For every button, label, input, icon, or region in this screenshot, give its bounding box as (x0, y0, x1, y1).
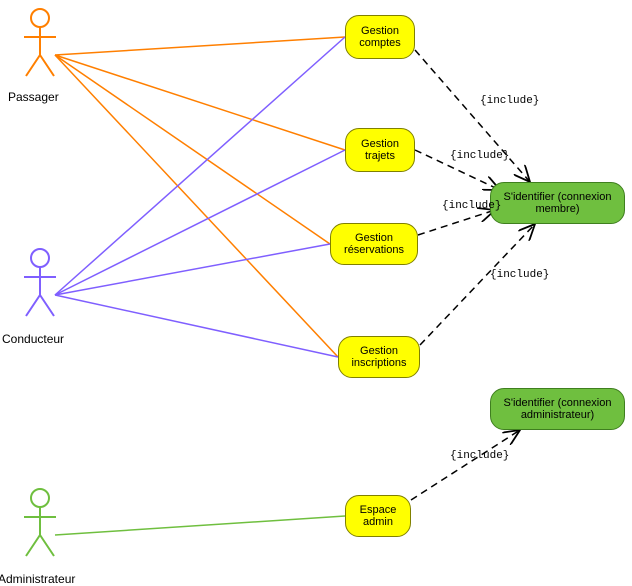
usecase-identmembre: S'identifier (connexion membre) (490, 182, 625, 224)
usecase-label: S'identifier (connexion membre) (504, 191, 612, 215)
usecase-espaceadmin: Espace admin (345, 495, 411, 537)
usecase-label: Gestion réservations (344, 232, 404, 256)
usecase-inscriptions: Gestion inscriptions (338, 336, 420, 378)
usecase-label: Gestion inscriptions (351, 345, 406, 369)
include-label: {include} (450, 150, 509, 162)
diagram-canvas (0, 0, 632, 581)
association-edge (55, 295, 338, 357)
association-edge (55, 516, 345, 535)
actor-admin (24, 489, 56, 556)
usecase-comptes: Gestion comptes (345, 15, 415, 59)
include-edge (411, 430, 520, 500)
actor-passager (24, 9, 56, 76)
include-label: {include} (480, 95, 539, 107)
usecase-label: Gestion trajets (361, 138, 399, 162)
association-edge (55, 150, 345, 295)
include-label: {include} (442, 200, 501, 212)
association-edge (55, 55, 330, 244)
actor-conducteur (24, 249, 56, 316)
usecase-label: Espace admin (360, 504, 397, 528)
association-edge (55, 37, 345, 55)
include-edge (418, 210, 495, 235)
usecase-trajets: Gestion trajets (345, 128, 415, 172)
actor-label-admin: Administrateur (0, 572, 75, 586)
include-edge (420, 224, 535, 345)
usecase-identadmin: S'identifier (connexion administrateur) (490, 388, 625, 430)
usecase-reservations: Gestion réservations (330, 223, 418, 265)
include-edge (415, 50, 530, 182)
association-edge (55, 37, 345, 295)
actor-label-conducteur: Conducteur (2, 332, 64, 346)
usecase-label: S'identifier (connexion administrateur) (504, 397, 612, 421)
association-edge (55, 55, 338, 357)
actor-label-passager: Passager (8, 90, 59, 104)
association-edge (55, 244, 330, 295)
include-label: {include} (450, 450, 509, 462)
usecase-label: Gestion comptes (359, 25, 401, 49)
include-label: {include} (490, 269, 549, 281)
